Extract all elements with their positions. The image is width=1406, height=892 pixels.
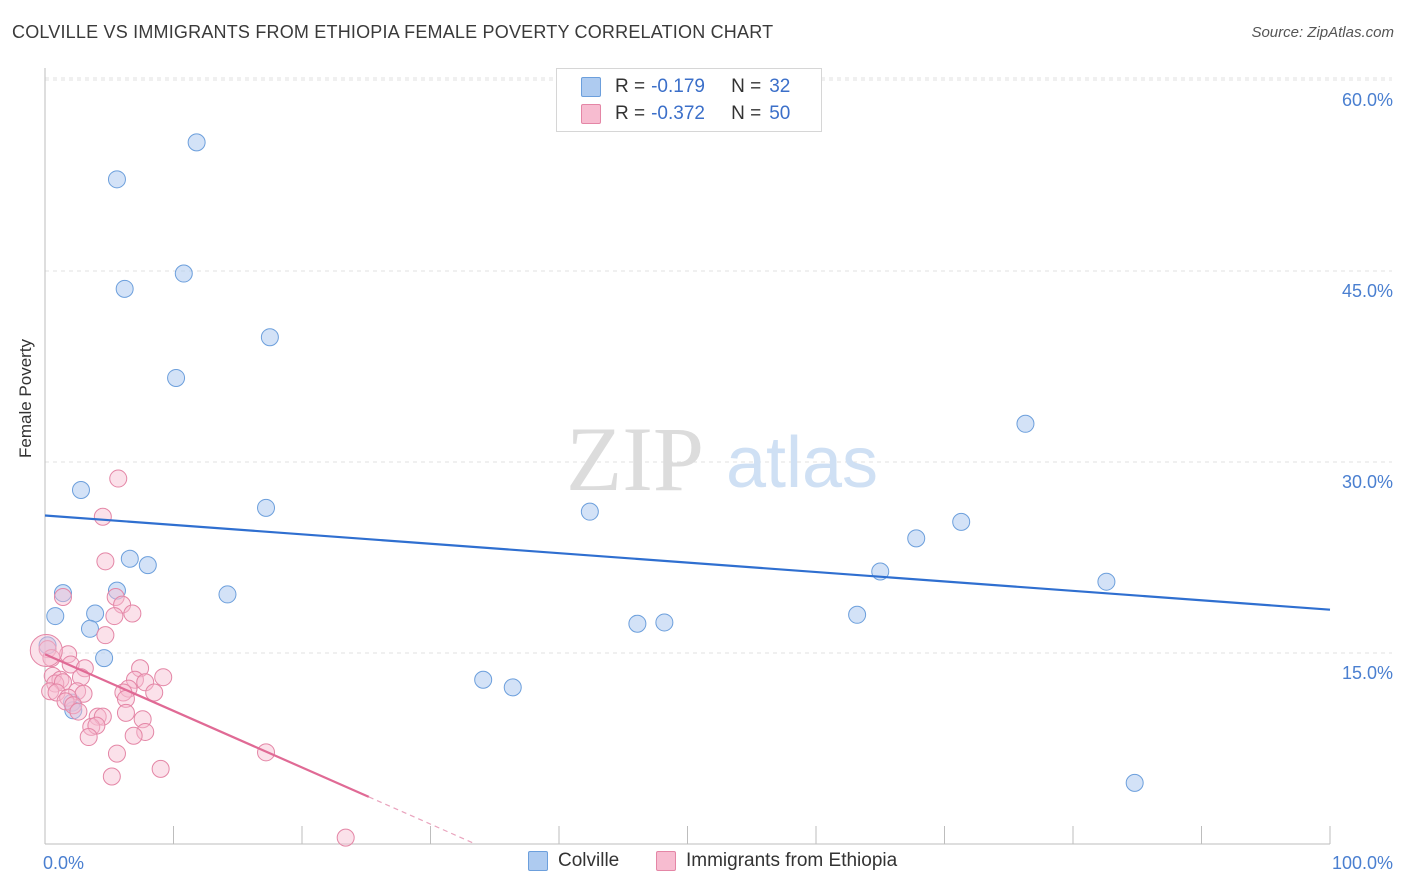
r-label: R = bbox=[615, 76, 646, 97]
ethiopia-swatch bbox=[581, 104, 601, 124]
colville-point bbox=[86, 604, 105, 623]
ethiopia-point bbox=[151, 759, 170, 778]
colville-point bbox=[257, 498, 276, 517]
colville-point bbox=[655, 613, 674, 632]
colville-point bbox=[628, 614, 647, 633]
colville-point bbox=[848, 605, 867, 624]
ethiopia-point bbox=[107, 744, 126, 763]
trend-lines bbox=[44, 514, 1331, 845]
n-label: N = bbox=[731, 76, 762, 97]
colville-point bbox=[174, 264, 193, 283]
ethiopia-point bbox=[29, 633, 63, 667]
colville-point bbox=[80, 619, 99, 638]
ethiopia-point bbox=[106, 587, 125, 606]
data-points bbox=[29, 133, 1144, 847]
colville-point bbox=[187, 133, 206, 152]
ethiopia-point bbox=[96, 626, 115, 645]
series-legend: Colville Immigrants from Ethiopia bbox=[0, 850, 1406, 878]
ethiopia-point bbox=[131, 659, 150, 678]
correlation-legend: R = -0.179 N = 32 R = -0.372 N = 50 bbox=[556, 68, 822, 132]
ethiopia-point bbox=[79, 728, 98, 747]
colville-point bbox=[107, 581, 126, 600]
ethiopia-swatch bbox=[656, 851, 676, 871]
r-label: R = bbox=[615, 103, 646, 124]
ethiopia-point bbox=[53, 587, 72, 606]
colville-legend-label: Colville bbox=[558, 850, 620, 871]
colville-point bbox=[907, 529, 926, 548]
ethiopia-point bbox=[154, 668, 173, 687]
ethiopia-point bbox=[41, 682, 60, 701]
colville-point bbox=[952, 512, 971, 531]
watermark-atlas: atlas bbox=[726, 423, 878, 503]
ethiopia-point bbox=[93, 507, 112, 526]
ethiopia-point bbox=[116, 703, 135, 722]
colville-point bbox=[1125, 773, 1144, 792]
n-label: N = bbox=[731, 103, 762, 124]
ethiopia-point bbox=[124, 726, 143, 745]
colville-point bbox=[46, 607, 65, 626]
colville-point bbox=[1016, 414, 1035, 433]
ethiopia-point bbox=[88, 707, 107, 726]
y-tick-label: 60.0% bbox=[1342, 90, 1393, 110]
watermark-zip: ZIP bbox=[566, 408, 704, 510]
colville-swatch bbox=[528, 851, 548, 871]
colville-point bbox=[107, 170, 126, 189]
legend-item-colville: Colville bbox=[528, 850, 619, 872]
colville-n-value: 32 bbox=[769, 76, 791, 97]
watermark: ZIP atlas bbox=[566, 408, 878, 510]
colville-point bbox=[474, 670, 493, 689]
colville-point bbox=[138, 556, 157, 575]
colville-r-value: -0.179 bbox=[651, 76, 705, 97]
legend-row-ethiopia: R = -0.372 N = 50 bbox=[581, 101, 790, 127]
ethiopia-point bbox=[74, 684, 93, 703]
source-label: Source: ZipAtlas.com bbox=[1251, 24, 1394, 41]
ethiopia-point bbox=[69, 702, 88, 721]
colville-point bbox=[95, 649, 114, 668]
colville-point bbox=[580, 502, 599, 521]
chart-title: COLVILLE VS IMMIGRANTS FROM ETHIOPIA FEM… bbox=[12, 22, 774, 42]
legend-item-ethiopia: Immigrants from Ethiopia bbox=[656, 850, 897, 872]
y-tick-label: 15.0% bbox=[1342, 663, 1393, 683]
x-tick-label: 0.0% bbox=[43, 853, 84, 873]
colville-point bbox=[53, 584, 72, 603]
ethiopia-point bbox=[38, 640, 57, 659]
ethiopia-point bbox=[136, 673, 155, 692]
ethiopia-trend-extension bbox=[368, 796, 476, 845]
colville-point bbox=[218, 585, 237, 604]
y-tick-label: 30.0% bbox=[1342, 472, 1393, 492]
ethiopia-legend-label: Immigrants from Ethiopia bbox=[686, 850, 898, 871]
tick-labels: 15.0% 30.0% 45.0% 60.0% 0.0% 100.0% bbox=[43, 90, 1393, 873]
ethiopia-trend-line bbox=[44, 653, 370, 798]
colville-point bbox=[167, 368, 186, 387]
ethiopia-point bbox=[336, 828, 355, 847]
ethiopia-point bbox=[125, 670, 144, 689]
ethiopia-point bbox=[109, 469, 128, 488]
ethiopia-point bbox=[93, 707, 112, 726]
ethiopia-point bbox=[59, 645, 78, 664]
ethiopia-n-value: 50 bbox=[769, 103, 791, 124]
ethiopia-point bbox=[123, 604, 142, 623]
colville-point bbox=[503, 678, 522, 697]
y-tick-label: 45.0% bbox=[1342, 281, 1393, 301]
ethiopia-point bbox=[105, 607, 124, 626]
ethiopia-point bbox=[96, 552, 115, 571]
ethiopia-point bbox=[145, 683, 164, 702]
ethiopia-point bbox=[136, 722, 155, 741]
colville-swatch bbox=[581, 77, 601, 97]
colville-trend-line bbox=[44, 514, 1331, 611]
legend-row-colville: R = -0.179 N = 32 bbox=[581, 74, 790, 100]
axes bbox=[44, 68, 1331, 845]
colville-point bbox=[115, 279, 134, 298]
ethiopia-r-value: -0.372 bbox=[651, 103, 705, 124]
grid-lines bbox=[45, 77, 1392, 654]
x-tick-label: 100.0% bbox=[1332, 853, 1393, 873]
ethiopia-point bbox=[102, 767, 121, 786]
colville-point bbox=[1097, 572, 1116, 591]
colville-point bbox=[120, 549, 139, 568]
colville-point bbox=[71, 481, 90, 500]
colville-point bbox=[260, 328, 279, 347]
